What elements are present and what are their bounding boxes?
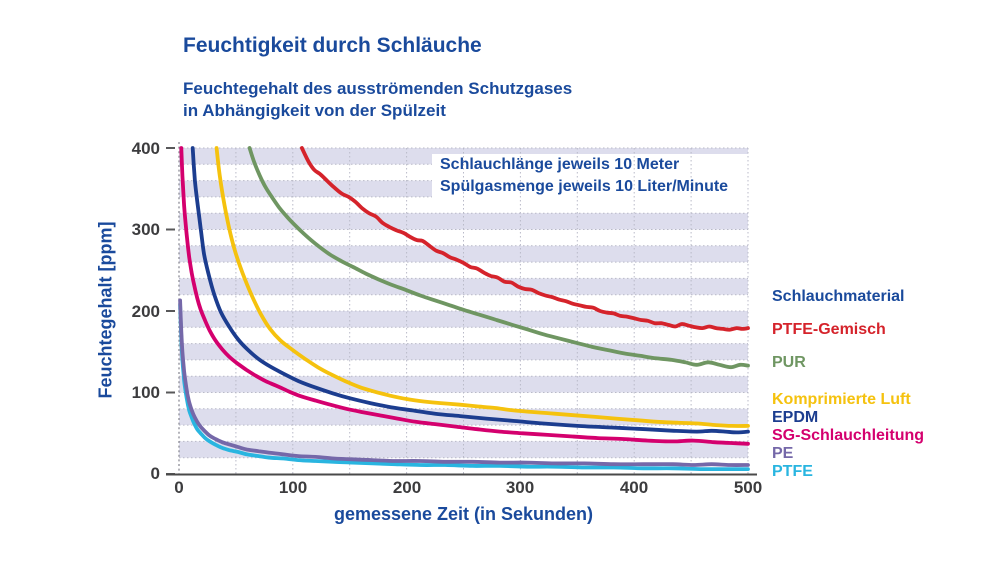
annotation-box: [432, 154, 748, 212]
curve-epdm: [190, 146, 750, 435]
legend-item-pe: PE: [772, 445, 794, 462]
legend-header: Schlauchmaterial: [772, 288, 905, 305]
curve-ptfe-gemisch: [300, 146, 750, 332]
annotation-line2: Spülgasmenge jeweils 10 Liter/Minute: [440, 178, 729, 195]
annotation-line1: Schlauchlänge jeweils 10 Meter: [440, 156, 680, 173]
y-tick-0: 0: [150, 464, 160, 483]
y-tick-400: 400: [131, 139, 160, 158]
curve-sg-schlauchleitung: [179, 146, 750, 446]
y-tick-200: 200: [131, 302, 160, 321]
legend-item-komprimierte-luft: Komprimierte Luft: [772, 391, 911, 408]
x-tick-300: 300: [505, 478, 535, 497]
legend-item-epdm: EPDM: [772, 409, 819, 426]
curves: [178, 146, 750, 472]
legend-item-ptfe: PTFE: [772, 463, 813, 480]
legend-item-sg-schlauchleitung: SG-Schlauchleitung: [772, 427, 925, 444]
y-tick-300: 300: [131, 220, 160, 239]
legend-item-ptfe-gemisch: PTFE-Gemisch: [772, 321, 886, 338]
curve-pur: [247, 146, 750, 370]
page-title: Feuchtigkeit durch Schläuche: [183, 34, 482, 57]
curve-ptfe: [178, 303, 750, 472]
x-tick-400: 400: [619, 478, 649, 497]
y-tick-100: 100: [131, 383, 160, 402]
x-tick-0: 0: [174, 478, 184, 497]
y-axis-label: Feuchtegehalt [ppm]: [95, 221, 116, 399]
x-tick-500: 500: [733, 478, 763, 497]
x-axis-label: gemessene Zeit (in Sekunden): [333, 504, 594, 524]
chart-subtitle-line2: in Abhängigkeit von der Spülzeit: [183, 101, 446, 120]
curve-komprimierte-luft: [214, 146, 750, 428]
chart-subtitle-line1: Feuchtegehalt des ausströmenden Schutzga…: [183, 79, 573, 98]
legend-item-pur: PUR: [772, 354, 806, 371]
y-tick-marks: [166, 147, 175, 475]
curve-pe: [178, 298, 750, 467]
x-tick-200: 200: [392, 478, 422, 497]
x-tick-100: 100: [278, 478, 308, 497]
